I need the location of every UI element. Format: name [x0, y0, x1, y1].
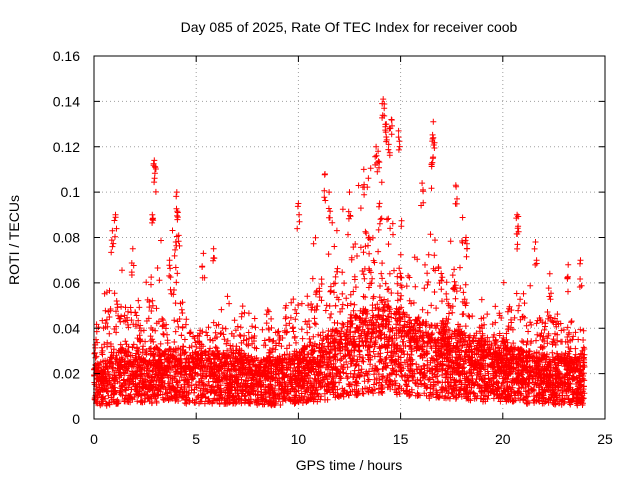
y-tick-label: 0.12: [53, 139, 80, 155]
x-tick-label: 10: [291, 431, 307, 447]
y-tick-label: 0.1: [61, 184, 81, 200]
x-tick-label: 5: [192, 431, 200, 447]
x-tick-label: 0: [90, 431, 98, 447]
y-tick-label: 0.08: [53, 230, 80, 246]
x-axis-label: GPS time / hours: [296, 457, 403, 473]
y-tick-label: 0: [72, 411, 80, 427]
y-tick-label: 0.14: [53, 93, 80, 109]
y-tick-label: 0.06: [53, 275, 80, 291]
y-tick-label: 0.02: [53, 366, 80, 382]
y-tick-label: 0.16: [53, 48, 80, 64]
x-tick-label: 15: [393, 431, 409, 447]
x-tick-label: 20: [495, 431, 511, 447]
y-axis-label: ROTI / TECUs: [6, 195, 22, 285]
data-marks: [91, 96, 588, 409]
chart-title: Day 085 of 2025, Rate Of TEC Index for r…: [181, 19, 518, 35]
y-tick-label: 0.04: [53, 320, 80, 336]
x-tick-label: 25: [597, 431, 613, 447]
roti-series-marks: [91, 96, 588, 409]
axis-ticks: 0 5 10 15 20 25 0 0.02 0.04 0.06 0.08 0.1 0.12 0.14 0.…: [53, 48, 613, 447]
grid: [94, 56, 605, 419]
